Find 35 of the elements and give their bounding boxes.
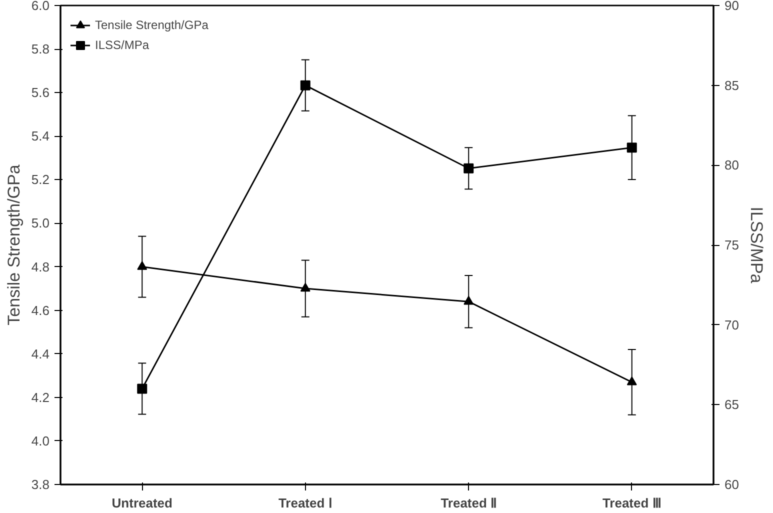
legend-label: Tensile Strength/GPa bbox=[95, 18, 208, 32]
y-tick-label: 5.4 bbox=[31, 128, 50, 144]
y-tick-label: 4.8 bbox=[31, 259, 50, 274]
y-tick-label: 5.2 bbox=[31, 172, 50, 188]
point bbox=[300, 282, 310, 292]
y2-tick-label: 75 bbox=[724, 238, 739, 252]
y2-tick-label: 85 bbox=[724, 78, 739, 93]
x-tick-label: Treated Ⅰ bbox=[278, 496, 332, 510]
point bbox=[137, 384, 148, 394]
point bbox=[137, 261, 148, 270]
y-axis-title: Tensile Strength/GPa bbox=[4, 164, 24, 326]
x-tick-label: Treated Ⅱ bbox=[440, 496, 497, 510]
x-tick-label: Treated Ⅲ bbox=[602, 496, 662, 510]
y2-tick-label: 90 bbox=[724, 0, 739, 13]
y-tick-label: 4.6 bbox=[31, 302, 50, 318]
legend-label: ILSS/MPa bbox=[95, 38, 150, 52]
x-tick-label: Untreated bbox=[112, 496, 173, 510]
point bbox=[464, 296, 474, 305]
y2-tick-label: 60 bbox=[724, 477, 739, 492]
y-tick-label: 5.0 bbox=[31, 216, 50, 231]
y-tick-label: 4.0 bbox=[31, 433, 50, 448]
y2-tick-label: 65 bbox=[724, 397, 739, 412]
y-tick-label: 6.0 bbox=[31, 0, 50, 13]
y2-axis-title: ILSS/MPa bbox=[746, 206, 766, 284]
point bbox=[626, 376, 637, 386]
point bbox=[300, 80, 310, 90]
y-tick-label: 3.8 bbox=[31, 477, 50, 492]
y-tick-label: 5.6 bbox=[31, 85, 50, 100]
y-tick-label: 4.2 bbox=[31, 390, 50, 405]
y2-tick-label: 70 bbox=[724, 317, 739, 332]
y2-tick-label: 80 bbox=[724, 158, 739, 173]
y-tick-label: 4.4 bbox=[31, 346, 50, 362]
point bbox=[626, 142, 637, 153]
point bbox=[464, 163, 474, 174]
y-tick-label: 5.8 bbox=[31, 42, 50, 57]
